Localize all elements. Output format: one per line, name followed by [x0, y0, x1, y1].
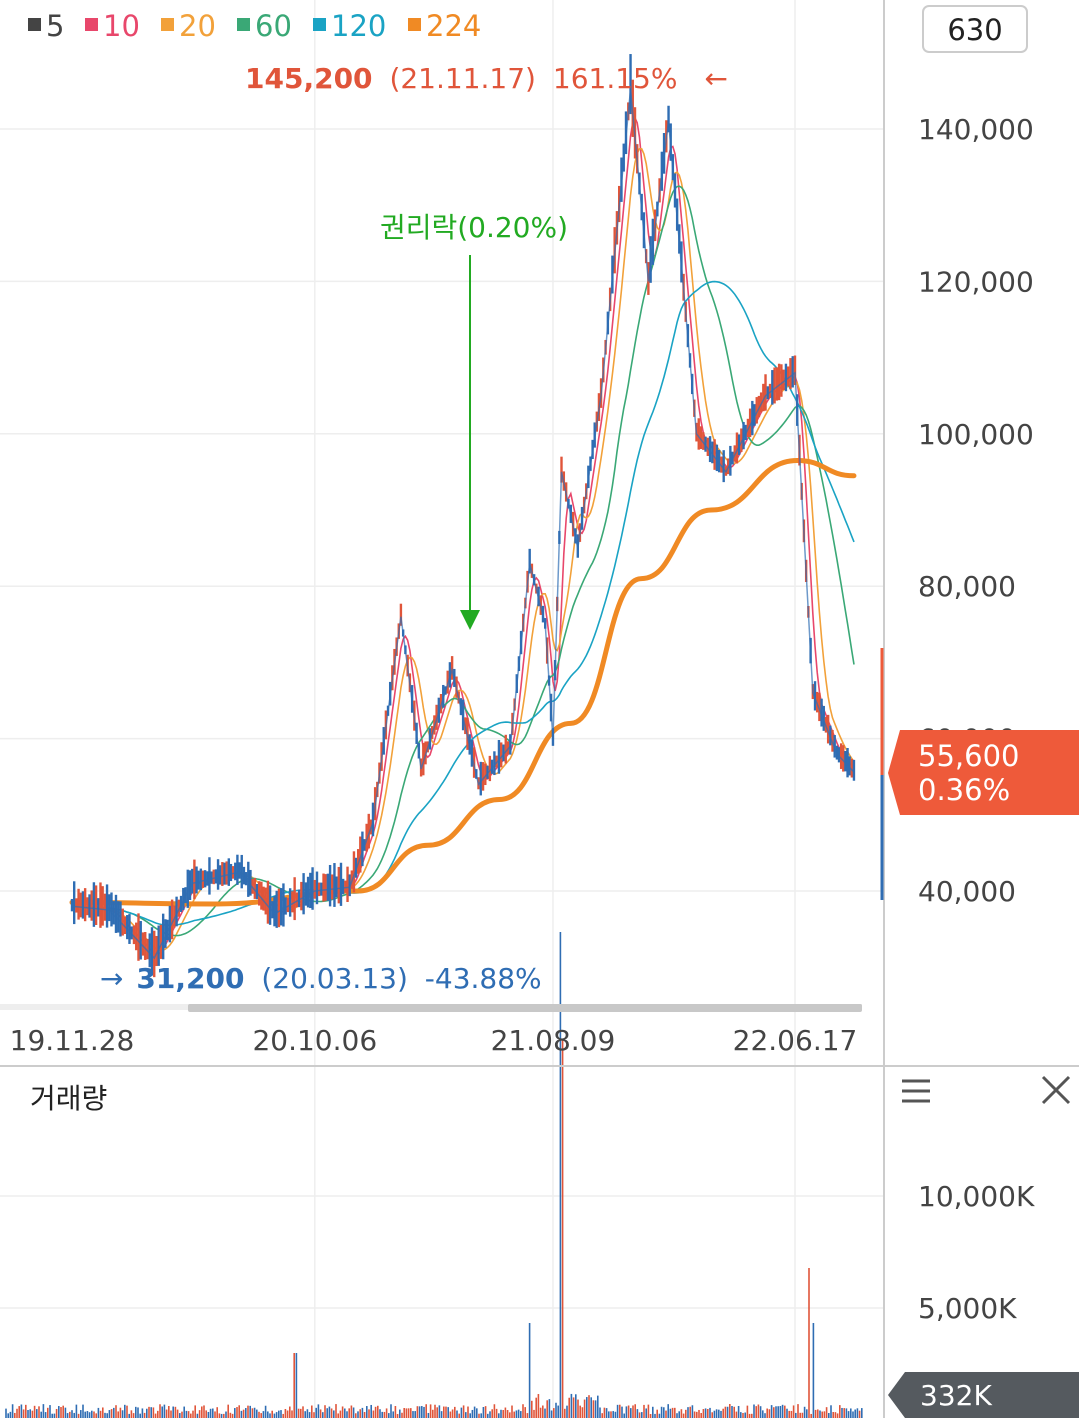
price-tick-40000: 40,000 — [918, 875, 1016, 908]
legend-label-20[interactable]: 20 — [179, 9, 216, 43]
low-price: 31,200 — [136, 962, 244, 995]
legend-label-60[interactable]: 60 — [255, 9, 292, 43]
date-tick-0: 19.11.28 — [10, 1024, 135, 1057]
scroll-thumb[interactable] — [188, 1004, 862, 1012]
date-tick-1: 20.10.06 — [252, 1024, 377, 1057]
legend-swatch-20 — [161, 18, 174, 31]
price-tick-120000: 120,000 — [918, 265, 1034, 298]
event-arrow-icon — [460, 610, 480, 630]
ma-20-line — [71, 147, 855, 952]
volume-badge-value: 332K — [920, 1379, 992, 1412]
date-tick-2: 21.08.09 — [491, 1024, 616, 1057]
volume-bars — [5, 932, 863, 1418]
legend-label-224[interactable]: 224 — [426, 9, 481, 43]
event-label: 권리락(0.20%) — [380, 211, 568, 244]
low-date: (20.03.13) — [261, 962, 408, 995]
menu-icon[interactable] — [902, 1079, 930, 1103]
close-icon[interactable] — [1041, 1075, 1071, 1105]
legend-label-120[interactable]: 120 — [331, 9, 386, 43]
ma-120-line — [71, 280, 855, 927]
price-grid — [0, 0, 884, 1418]
event-annotation: 권리락(0.20%) — [380, 211, 568, 630]
price-series — [70, 54, 856, 978]
high-price: 145,200 — [245, 62, 373, 95]
legend-swatch-120 — [313, 18, 326, 31]
high-pct: 161.15% — [553, 62, 678, 95]
legend-swatch-224 — [408, 18, 421, 31]
low-annotation: → 31,200 (20.03.13) -43.88% — [100, 962, 542, 995]
price-line — [71, 89, 855, 960]
ma-224-line — [69, 457, 857, 907]
date-tick-3: 22.06.17 — [733, 1024, 858, 1057]
volume-tick-1: 5,000K — [918, 1292, 1017, 1325]
price-tick-80000: 80,000 — [918, 570, 1016, 603]
legend-swatch-60 — [237, 18, 250, 31]
volume-badge: 332K — [888, 1372, 1079, 1418]
period-selector[interactable]: 630 — [922, 5, 1028, 53]
legend-label-10[interactable]: 10 — [103, 9, 140, 43]
volume-tick-0: 10,000K — [918, 1180, 1035, 1213]
high-date: (21.11.17) — [389, 62, 536, 95]
current-pct: 0.36% — [918, 773, 1010, 807]
low-arrow-icon: → — [100, 962, 123, 995]
high-arrow-icon: ← — [704, 62, 727, 95]
price-tick-140000: 140,000 — [918, 113, 1034, 146]
period-value: 630 — [947, 13, 1002, 47]
price-tick-100000: 100,000 — [918, 418, 1034, 451]
current-price-badge: 55,600 0.36% — [888, 730, 1079, 815]
current-price: 55,600 — [918, 739, 1019, 773]
legend-label-5[interactable]: 5 — [46, 9, 64, 43]
ma-legend[interactable]: 5 10 20 60 120 224 — [28, 9, 481, 43]
low-pct: -43.88% — [425, 962, 542, 995]
volume-axis: 10,000K 5,000K — [918, 1180, 1035, 1325]
high-annotation: 145,200 (21.11.17) 161.15% ← — [245, 62, 728, 95]
volume-title: 거래량 — [30, 1082, 107, 1115]
date-axis: 19.11.28 20.10.06 21.08.09 22.06.17 — [10, 1024, 858, 1057]
legend-swatch-10 — [85, 18, 98, 31]
legend-swatch-5 — [28, 18, 41, 31]
